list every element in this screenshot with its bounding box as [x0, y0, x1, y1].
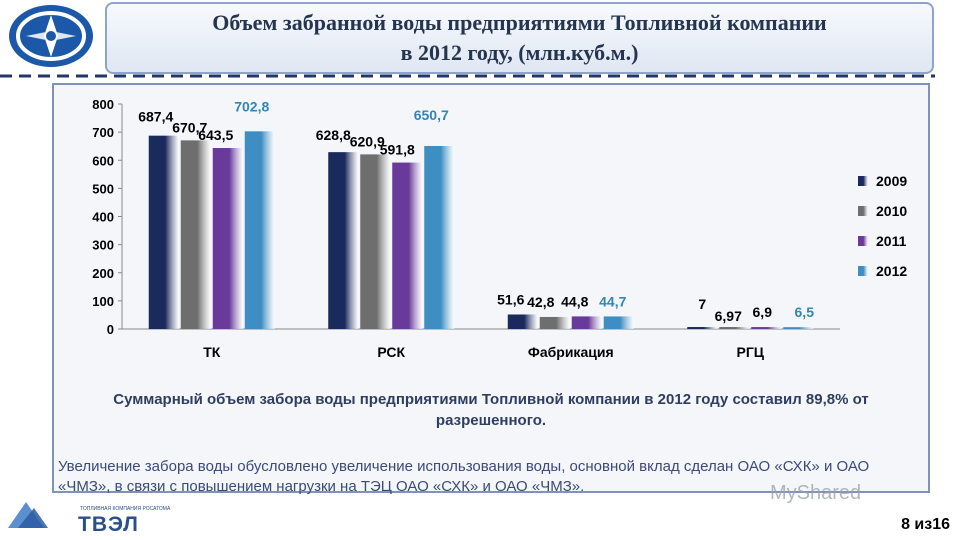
- bar-2009-РСК: [328, 152, 359, 329]
- data-label: 628,8: [316, 127, 351, 143]
- y-tick-label: 600: [92, 153, 114, 168]
- bar-2009-РГЦ: [687, 327, 718, 329]
- data-label: 687,4: [138, 109, 173, 125]
- chart-panel: 0 100 200 300 400 500 600 700 800 687,4 670,7 643,5…: [52, 83, 930, 493]
- legend-swatch-2012: [858, 266, 868, 276]
- y-tick-label: 700: [92, 125, 114, 140]
- bar-2010-РГЦ: [719, 327, 750, 329]
- y-tick-label: 200: [92, 266, 114, 281]
- y-tick-label: 300: [92, 238, 114, 253]
- data-label: 51,6: [497, 291, 524, 307]
- legend-label-2012: 2012: [876, 263, 907, 279]
- x-tick-label: РГЦ: [736, 344, 764, 360]
- bar-2010-ТК: [180, 140, 211, 329]
- note-text: Увеличение забора воды обусловлено увели…: [58, 458, 870, 495]
- data-label: 42,8: [527, 294, 554, 310]
- data-label: 643,5: [198, 127, 233, 143]
- watermark: MyShared: [770, 482, 862, 504]
- y-tick-label: 800: [92, 97, 114, 112]
- legend-label-2010: 2010: [876, 203, 907, 219]
- bar-2011-РСК: [392, 162, 423, 329]
- bar-chart: 0 100 200 300 400 500 600 700 800 687,4670,7643,5…: [92, 97, 907, 360]
- bar-2011-Фабрикация: [571, 316, 602, 329]
- bar-2012-РСК: [424, 145, 455, 329]
- data-label: 670,7: [172, 119, 207, 135]
- data-label: 44,7: [599, 293, 626, 309]
- bar-2011-ТК: [212, 148, 243, 329]
- title-box: Объем забранной воды предприятиями Топли…: [105, 2, 934, 74]
- y-tick-label: 100: [92, 294, 114, 309]
- legend-label-2011: 2011: [876, 233, 907, 249]
- data-label: 591,8: [380, 142, 415, 158]
- dashed-divider: [0, 74, 935, 78]
- y-tick-label: 400: [92, 210, 114, 225]
- page-number: 8 из16: [901, 516, 950, 533]
- bar-2010-Фабрикация: [539, 316, 570, 329]
- bar-2012-ТК: [244, 131, 275, 329]
- data-label: 650,7: [414, 107, 449, 123]
- y-tick-label: 500: [92, 181, 114, 196]
- data-label: 702,8: [234, 98, 269, 114]
- data-label: 6,5: [795, 304, 815, 320]
- legend-swatch-2011: [858, 236, 868, 246]
- x-tick-label: Фабрикация: [528, 344, 614, 360]
- data-label: 6,97: [715, 308, 742, 324]
- title-line-1: Объем забранной воды предприятиями Топли…: [212, 10, 827, 35]
- legend-swatch-2009: [858, 176, 868, 186]
- x-tick-label: РСК: [377, 344, 405, 360]
- title-line-2: в 2012 году, (млн.куб.м.): [400, 40, 639, 65]
- tvel-logo-name: ТВЭЛ: [78, 513, 139, 536]
- bar-2009-ТК: [148, 135, 179, 329]
- summary-text: Суммарный объем забора воды предприятиям…: [113, 391, 869, 429]
- bar-2012-Фабрикация: [603, 316, 634, 329]
- rosatom-logo: [9, 5, 93, 67]
- y-tick-label: 0: [107, 322, 114, 337]
- data-label: 6,9: [753, 304, 773, 320]
- legend-swatch-2010: [858, 206, 868, 216]
- data-label: 7: [698, 296, 706, 312]
- legend-label-2009: 2009: [876, 173, 907, 189]
- data-label: 44,8: [561, 293, 588, 309]
- x-tick-label: ТК: [203, 344, 221, 360]
- bar-2010-РСК: [360, 154, 391, 329]
- tvel-logo: ТОПЛИВНАЯ КОМПАНИЯ РОСАТОМА ТВЭЛ: [8, 502, 171, 536]
- bar-2012-РГЦ: [783, 327, 814, 329]
- bar-2011-РГЦ: [751, 327, 782, 329]
- bar-2009-Фабрикация: [507, 314, 538, 329]
- tvel-logo-caption: ТОПЛИВНАЯ КОМПАНИЯ РОСАТОМА: [80, 506, 171, 512]
- data-label: 620,9: [350, 133, 385, 149]
